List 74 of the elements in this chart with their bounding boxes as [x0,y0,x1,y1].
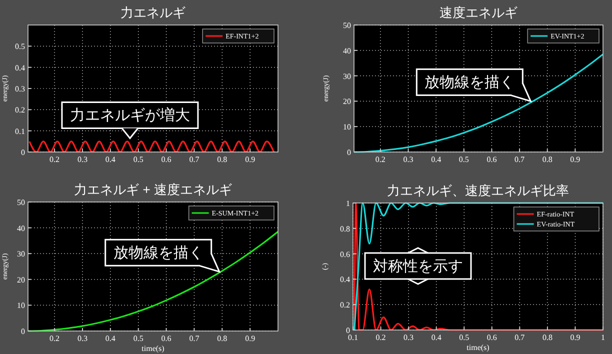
callout: 放物線を描く [104,238,221,273]
x-tick-label: 0.5 [133,334,144,343]
x-tick-label: 0.3 [77,155,88,164]
x-tick-label: 0.8 [217,155,228,164]
y-tick-label: 0.6 [340,250,350,259]
y-tick-label: 0.4 [340,275,350,284]
annotation: 放物線を描く [424,74,515,92]
y-tick-label: 0 [21,327,25,336]
x-tick-label: 0.9 [570,333,580,342]
annotation: 放物線を描く [113,244,204,262]
y-tick-label: 30 [17,250,25,259]
y-tick-label: 1 [346,199,350,208]
x-tick-label: 1 [601,333,605,342]
x-tick-label: 0.7 [514,155,525,164]
x-tick-label: 0.3 [404,333,414,342]
x-tick-label: 0.9 [245,334,256,343]
x-tick-label: 0.3 [77,334,88,343]
x-tick-label: 0.2 [50,155,60,164]
y-tick-label: 10 [17,301,25,310]
y-tick-label: 40 [17,224,25,233]
x-tick-label: 0.8 [217,334,228,343]
line-series [28,230,278,332]
x-tick-label: 0.6 [486,155,497,164]
line-series [354,202,603,331]
callout: 放物線を描く [416,68,532,102]
x-tick-label: 0.9 [570,155,580,164]
y-tick-label: 0 [347,148,351,157]
x-tick-label: 0.8 [542,155,552,164]
x-tick-label: 0.2 [375,155,386,164]
y-tick-label: 0.2 [340,300,350,310]
x-axis-title: time(s) [466,343,490,352]
x-tick-label: 0.7 [514,333,525,342]
chart-title: 力エネルギ + 速度エネルギ [74,182,232,197]
x-tick-label: 0.5 [458,155,469,164]
y-tick-label: 10 [343,122,351,132]
y-tick-label: 0.4 [15,63,25,72]
x-tick-label: 0.6 [486,333,497,342]
x-tick-label: 0.4 [105,155,116,164]
y-tick-label: 0 [346,326,350,335]
y-tick-label: 30 [343,72,351,81]
x-tick-label: 0.7 [189,334,200,343]
chart-title: 力エネルギ、速度エネルギ比率 [387,183,569,198]
x-tick-label: 0.5 [459,333,470,342]
y-tick-label: 0 [21,148,25,157]
x-tick-label: 0.6 [161,334,172,343]
callout: 力エネルギが増大 [61,102,199,140]
y-tick-label: 0.3 [15,84,25,94]
x-tick-label: 0.4 [431,333,442,342]
x-tick-label: 0.9 [245,155,256,164]
x-tick-label: 0.2 [50,334,60,343]
y-tick-label: 20 [343,97,351,106]
x-tick-label: 0.5 [133,155,144,164]
callout: 対称性を示す [364,247,472,285]
x-tick-label: 0.8 [542,333,552,342]
y-tick-label: 0.1 [15,126,25,136]
annotation: 対称性を示す [373,258,463,275]
y-tick-label: 50 [17,198,25,207]
annotation: 力エネルギが増大 [70,107,190,124]
x-tick-label: 0.3 [403,155,414,164]
y-tick-label: 20 [17,275,25,284]
y-tick-label: 0.5 [15,42,25,52]
y-tick-label: 50 [343,21,351,30]
x-tick-label: 0.7 [189,155,200,164]
x-tick-label: 0.6 [161,155,172,164]
x-tick-label: 0.2 [376,333,386,342]
y-tick-label: 40 [343,46,351,56]
x-axis-title: time(s) [142,344,165,353]
chart-title: 力エネルギ [120,5,186,20]
x-tick-label: 0.4 [105,334,116,343]
x-tick-label: 0.4 [431,155,442,164]
chart-title: 速度エネルギ [440,5,518,20]
line-series [354,53,603,153]
y-tick-label: 0.2 [15,106,25,115]
y-tick-label: 0.8 [340,224,350,234]
